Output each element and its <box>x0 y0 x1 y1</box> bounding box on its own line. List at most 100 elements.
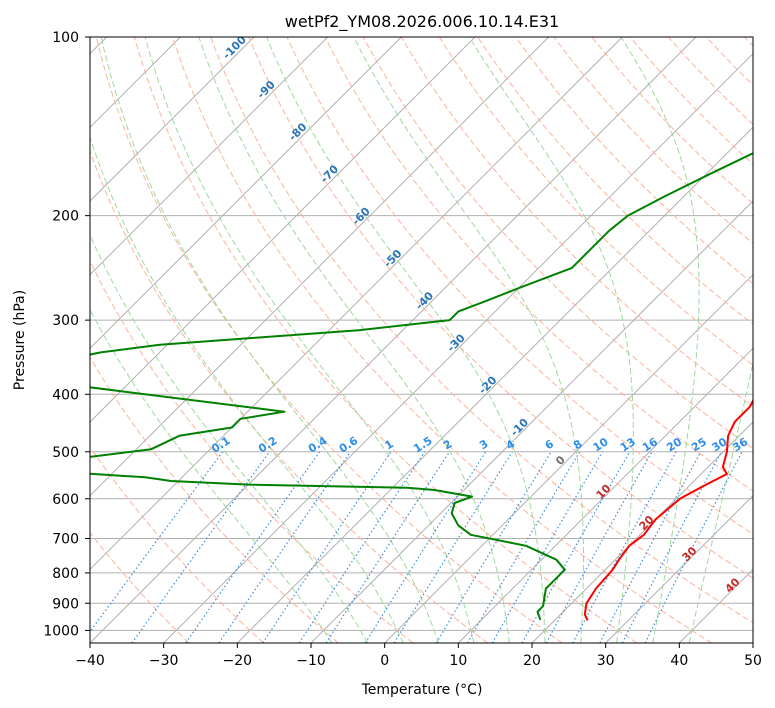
y-tick-label: 900 <box>52 596 79 612</box>
isotherm--40 <box>90 37 697 643</box>
dry-adiabat-120 <box>477 37 753 325</box>
mixing-ratio-line-7 <box>364 451 487 643</box>
mixing-ratio-line-12 <box>521 451 631 643</box>
mixing-ratio-line-10 <box>466 451 581 643</box>
x-tick-label: −10 <box>296 653 326 669</box>
x-tick-label: 0 <box>380 653 389 669</box>
dry-adiabat-50 <box>210 37 753 624</box>
isotherm--70 <box>90 37 476 423</box>
x-tick-label: 40 <box>670 653 688 669</box>
y-tick-label: 800 <box>52 566 79 582</box>
dry-adiabat--30 <box>90 532 190 643</box>
moist-adiabat-20 <box>266 37 546 643</box>
mixing-ratio-line-14 <box>572 451 677 643</box>
moist-adiabat-0 <box>90 136 404 643</box>
plot-frame <box>89 36 754 644</box>
dry-adiabat-30 <box>133 37 638 643</box>
mixing-ratio-label: 0.1 <box>209 434 232 455</box>
mixing-ratio-line-13 <box>545 451 653 643</box>
mixing-ratio-line-8 <box>393 451 513 643</box>
dry-adiabat-70 <box>286 37 753 535</box>
dry-adiabat-60 <box>248 37 753 579</box>
moist-adiabat-label: -80 <box>286 120 309 143</box>
moist-adiabat-label: -40 <box>413 289 436 312</box>
dry-adiabat-10 <box>90 150 488 643</box>
mixing-ratio-label: 3 <box>477 437 490 452</box>
mixing-ratio-label: 4 <box>504 437 518 452</box>
y-tick-label: 100 <box>52 30 79 46</box>
temperature-profile <box>583 398 753 621</box>
moist-adiabat-25 <box>353 37 584 643</box>
mixing-ratio-label: 0.2 <box>256 434 279 455</box>
x-tick-label: −40 <box>75 653 105 669</box>
grid-layer <box>90 37 753 643</box>
isotherm--90 <box>90 37 329 276</box>
moist-adiabat-30 <box>468 37 634 643</box>
x-tick-label: 30 <box>597 653 615 669</box>
isotherm--100 <box>90 37 255 202</box>
moist-adiabat-label: -20 <box>476 373 499 396</box>
dry-adiabat-0 <box>90 260 414 643</box>
isotherm--50 <box>90 37 623 571</box>
dry-adiabat-90 <box>362 37 753 450</box>
dry-adiabat--10 <box>90 356 339 643</box>
adiabat-layer <box>90 37 753 643</box>
mixing-ratio-line-6 <box>325 451 451 643</box>
x-tick-label: 20 <box>523 653 541 669</box>
mixing-ratio-label: 6 <box>543 437 557 452</box>
isotherm-50 <box>752 642 753 643</box>
mixing-ratio-line-2 <box>185 451 321 643</box>
moist-adiabat--10 <box>90 308 333 643</box>
y-axis-label: Pressure (hPa) <box>12 290 28 390</box>
dry-adiabat-140 <box>553 37 753 245</box>
mixing-ratio-line-15 <box>599 451 702 643</box>
y-tick-label: 700 <box>52 532 79 548</box>
mixing-ratio-line-11 <box>491 451 604 643</box>
y-tick-label: 1000 <box>43 623 79 639</box>
isotherm-label: 0 <box>553 453 568 468</box>
moist-adiabat-10 <box>144 37 475 643</box>
series-layer <box>90 152 753 621</box>
moist-adiabat-label: -50 <box>381 247 404 270</box>
x-tick-label: −30 <box>149 653 179 669</box>
moist-adiabat-label: -90 <box>255 78 278 101</box>
moist-adiabat-40 <box>688 360 753 643</box>
isotherm--80 <box>90 37 402 350</box>
isotherm--30 <box>163 52 753 643</box>
mixing-ratio-line-0 <box>90 451 224 633</box>
x-tick-label: 10 <box>449 653 467 669</box>
moist-adiabat-label: -10 <box>508 416 531 439</box>
dry-adiabat-110 <box>438 37 753 366</box>
y-tick-label: 300 <box>52 313 79 329</box>
dewpoint-profile <box>90 152 753 621</box>
moist-adiabat-35 <box>620 37 700 643</box>
moist-adiabat-5 <box>100 37 439 643</box>
y-tick-label: 200 <box>52 209 79 225</box>
chart-title: wetPf2_YM08.2026.006.10.14.E31 <box>285 12 559 32</box>
isotherm-10 <box>457 347 753 643</box>
isotherm--20 <box>236 126 753 643</box>
x-tick-label: 50 <box>744 653 762 669</box>
y-tick-label: 500 <box>52 445 79 461</box>
mixing-ratio-line-9 <box>435 451 552 643</box>
mixing-ratio-line-4 <box>262 451 392 643</box>
mixing-ratio-line-3 <box>218 451 351 643</box>
y-tick-label: 400 <box>52 387 79 403</box>
dry-adiabat-100 <box>400 37 753 408</box>
x-axis-label: Temperature (°C) <box>361 682 483 698</box>
dry-adiabat-180 <box>705 37 753 86</box>
isotherm-30 <box>605 494 753 643</box>
moist-adiabat--5 <box>90 233 369 643</box>
mixing-ratio-label: 1.5 <box>411 434 434 455</box>
dry-adiabat-80 <box>324 37 753 492</box>
isotherm-label: 30 <box>680 544 700 564</box>
moist-adiabat-label: -70 <box>318 162 341 185</box>
isotherm-label: 40 <box>723 575 743 595</box>
y-tick-label: 600 <box>52 492 79 508</box>
dry-adiabat-40 <box>172 37 712 643</box>
x-tick-label: −20 <box>223 653 253 669</box>
isotherm-20 <box>531 421 753 643</box>
isotherm--10 <box>310 200 753 643</box>
moist-adiabat-label: -60 <box>350 205 373 228</box>
